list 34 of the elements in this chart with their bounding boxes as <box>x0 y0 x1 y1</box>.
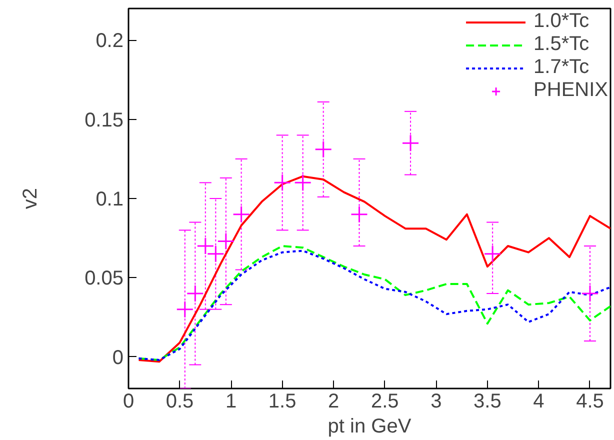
legend-label: 1.5*Tc <box>534 33 590 56</box>
y-tick-label: 0.05 <box>84 268 124 290</box>
point <box>176 300 194 318</box>
x-axis-title: pt in GeV <box>328 416 412 438</box>
x-tick-label: 3.5 <box>474 390 502 412</box>
point <box>196 237 214 255</box>
legend-label: PHENIX <box>534 79 608 102</box>
point <box>294 174 312 192</box>
x-tick-label: 1.5 <box>268 390 296 412</box>
x-tick-label: 4 <box>533 390 544 412</box>
point <box>581 284 599 302</box>
legend-label: 1.7*Tc <box>534 56 590 79</box>
point <box>484 245 502 263</box>
point <box>232 206 250 224</box>
point <box>217 232 235 250</box>
legend-label: 1.0*Tc <box>534 10 590 33</box>
point <box>402 134 420 152</box>
y-axis-title: v2 <box>20 188 42 210</box>
point <box>274 174 292 192</box>
x-tick-label: 4.5 <box>576 390 604 412</box>
point <box>350 206 368 224</box>
point <box>186 284 204 302</box>
point <box>314 140 332 158</box>
y-tick-label: 0 <box>112 346 124 369</box>
y-tick-label: 0.1 <box>96 188 124 210</box>
x-tick-label: 3 <box>430 390 442 412</box>
x-tick-label: 2.5 <box>370 390 399 412</box>
line-series <box>138 175 610 363</box>
x-tick-label: 2 <box>328 390 340 412</box>
y-tick-label: 0.2 <box>96 30 124 52</box>
x-tick-label: 1 <box>225 390 237 412</box>
x-tick-label: 0.5 <box>166 390 194 412</box>
y-tick-label: 0.15 <box>84 109 124 132</box>
point <box>206 245 224 263</box>
